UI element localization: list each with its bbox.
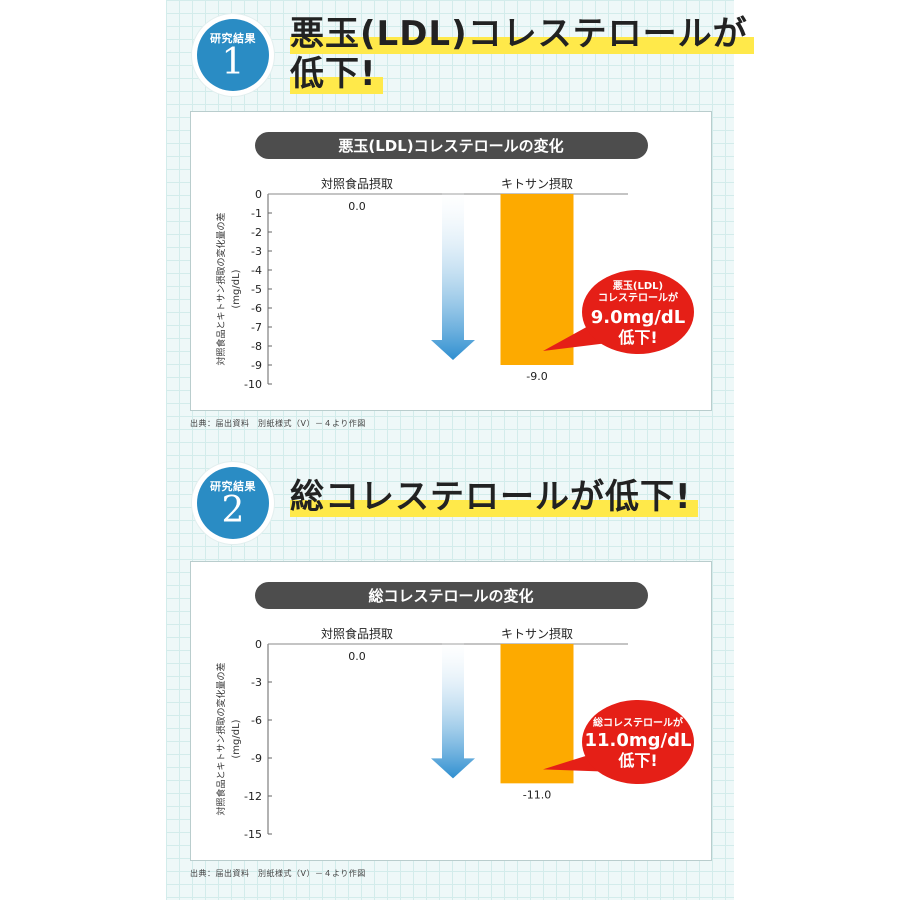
y-tick-label: -8: [251, 340, 262, 353]
badge-number: 2: [221, 490, 245, 531]
bar-value-label: 0.0: [348, 200, 366, 213]
y-tick-label: -6: [251, 302, 262, 315]
bar-value-label: -11.0: [523, 788, 551, 801]
y-tick-label: -3: [251, 676, 262, 689]
callout-text: 総コレステロールが: [593, 716, 684, 729]
down-arrow-icon: [431, 642, 475, 779]
badge-circle: 研究結果 2: [197, 467, 269, 539]
callout-text: 9.0mg/dL: [591, 307, 685, 328]
result-section-1: 研究結果 1 悪玉(LDL)コレステロールが 低下! 悪玉(LDL)コレステロー…: [166, 0, 754, 450]
y-tick-label: -9: [251, 752, 262, 765]
chart-title-pill: [255, 582, 648, 609]
bar-value-label: 0.0: [348, 650, 366, 663]
y-axis-unit: (mg/dL): [231, 719, 242, 758]
result-badge-1: 研究結果 1: [192, 14, 274, 96]
result-section-2: 研究結果 2 総コレステロールが低下! 総コレステロールの変化 対照食品摂取 キトサ…: [166, 450, 734, 900]
y-tick-label: -1: [251, 207, 262, 220]
y-tick-label: -5: [251, 283, 262, 296]
callout-text: コレステロールが: [598, 291, 679, 304]
content-panel: 研究結果 1 悪玉(LDL)コレステロールが 低下! 悪玉(LDL)コレステロー…: [166, 0, 754, 900]
category-label: 対照食品摂取: [321, 176, 393, 191]
bar: [500, 644, 574, 784]
y-tick-label: -2: [251, 226, 262, 239]
y-tick-label: -3: [251, 245, 262, 258]
bar: [500, 194, 574, 365]
category-label: キトサン摂取: [501, 626, 573, 641]
badge-label: 研究結果: [210, 480, 256, 493]
y-tick-label: -7: [251, 321, 262, 334]
chart-title: 総コレステロールの変化: [368, 587, 533, 605]
result-badge-2: 研究結果 2: [192, 462, 274, 544]
y-tick-label: -10: [244, 378, 262, 391]
headline-text: 悪玉(LDL)コレステロールが: [290, 14, 754, 54]
y-tick-label: 0: [255, 188, 262, 201]
callout-bubble: [582, 270, 694, 354]
y-axis-unit: (mg/dL): [231, 269, 242, 308]
down-arrow-icon: [431, 192, 475, 360]
badge-circle: 研究結果 1: [197, 19, 269, 91]
y-axis-label: 対照食品とキトサン摂取の変化量の差: [215, 662, 227, 815]
headline-line-1: 悪玉(LDL)コレステロールが: [290, 14, 754, 54]
category-label: キトサン摂取: [501, 176, 573, 191]
y-tick-label: 0: [255, 638, 262, 651]
callout-text: 低下!: [617, 751, 657, 770]
badge-label: 研究結果: [210, 32, 256, 45]
headline-text: 総コレステロールが低下!: [290, 477, 698, 517]
callout-text: 低下!: [617, 328, 657, 347]
headline-line-1: 総コレステロールが低下!: [290, 477, 698, 517]
callout-bubble: [582, 700, 694, 784]
y-tick-label: -15: [244, 828, 262, 841]
callout-text: 11.0mg/dL: [585, 730, 692, 751]
source-note: 出典：届出資料 別紙様式（V）－４より作図: [190, 869, 366, 878]
source-note: 出典：届出資料 別紙様式（V）－４より作図: [190, 419, 366, 428]
bar-value-label: -9.0: [526, 370, 547, 383]
headline-text: 低下!: [290, 54, 383, 94]
y-tick-label: -12: [244, 790, 262, 803]
chart-title-pill: [255, 132, 648, 159]
y-tick-label: -9: [251, 359, 262, 372]
y-tick-label: -6: [251, 714, 262, 727]
category-label: 対照食品摂取: [321, 626, 393, 641]
chart-title: 悪玉(LDL)コレステロールの変化: [338, 137, 563, 155]
headline-line-2: 低下!: [290, 54, 383, 94]
y-axis-label: 対照食品とキトサン摂取の変化量の差: [215, 212, 227, 365]
chart-card-2: 総コレステロールの変化対照食品摂取 キトサン摂取対照食品とキトサン摂取の変化量の差…: [190, 561, 712, 861]
chart-card-1: 悪玉(LDL)コレステロールの変化対照食品摂取 キトサン摂取対照食品とキトサン摂取…: [190, 111, 712, 411]
y-tick-label: -4: [251, 264, 262, 277]
badge-number: 1: [221, 42, 245, 83]
callout-text: 悪玉(LDL): [613, 280, 663, 292]
